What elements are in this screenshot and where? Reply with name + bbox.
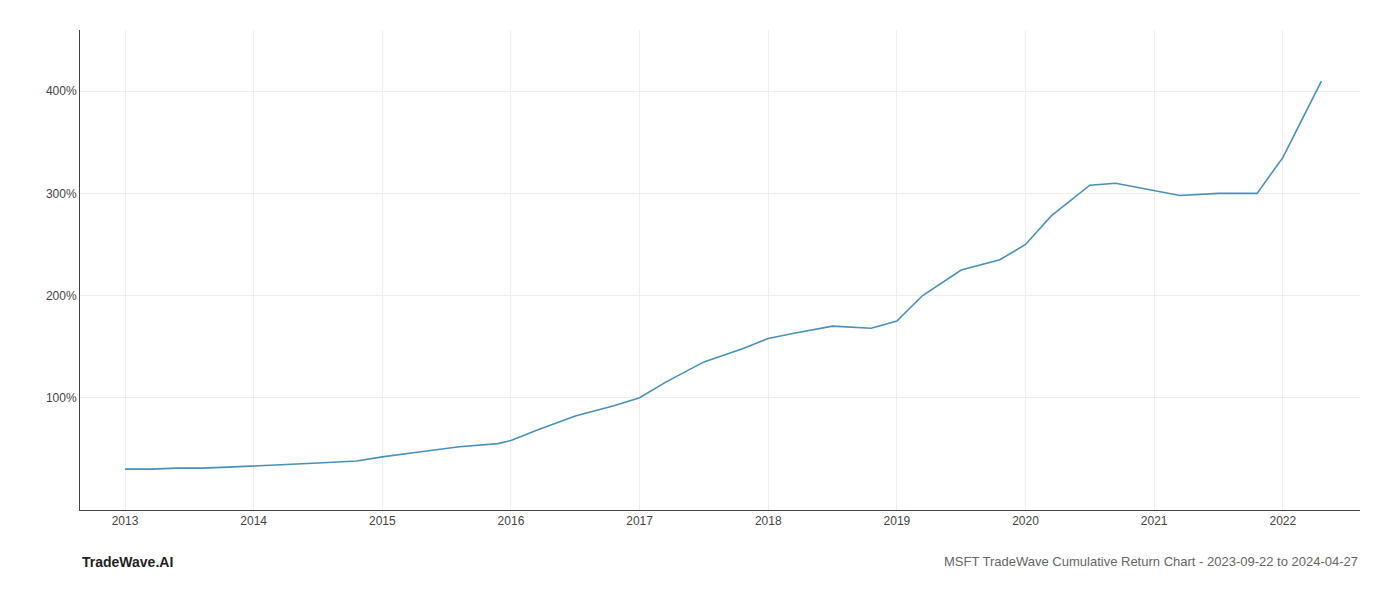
svg-text:TradeWave.AI: TradeWave.AI [82,554,173,570]
svg-text:2016: 2016 [498,514,525,528]
svg-text:2021: 2021 [1141,514,1168,528]
svg-text:2022: 2022 [1269,514,1296,528]
svg-text:2018: 2018 [755,514,782,528]
svg-text:2014: 2014 [240,514,267,528]
svg-text:200%: 200% [46,289,77,303]
svg-text:300%: 300% [46,187,77,201]
svg-text:2020: 2020 [1012,514,1039,528]
svg-text:2019: 2019 [884,514,911,528]
svg-text:2015: 2015 [369,514,396,528]
svg-text:2013: 2013 [112,514,139,528]
svg-text:100%: 100% [46,391,77,405]
svg-text:400%: 400% [46,84,77,98]
svg-text:2017: 2017 [626,514,653,528]
svg-text:MSFT TradeWave Cumulative Retu: MSFT TradeWave Cumulative Return Chart -… [944,554,1358,569]
